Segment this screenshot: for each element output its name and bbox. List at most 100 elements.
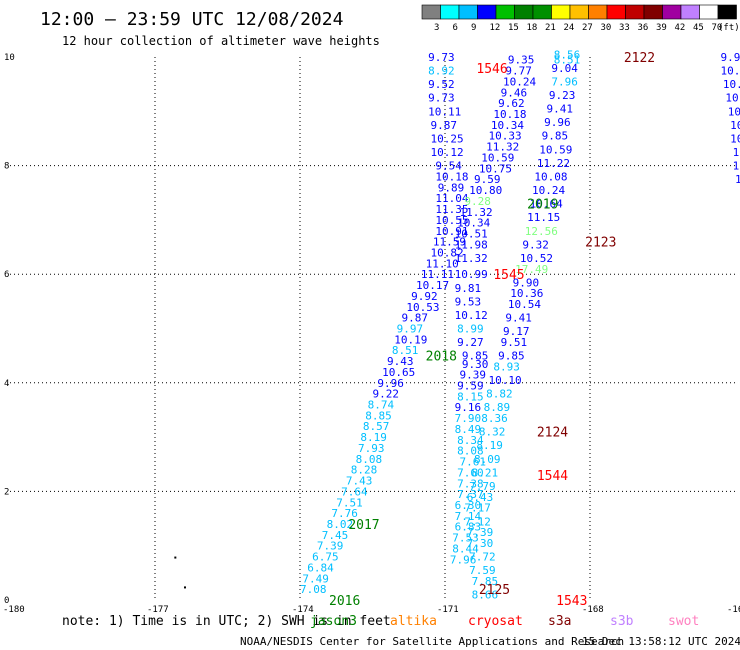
pass-label: 2125 [479,583,510,598]
colorbar-label: 9 [471,23,476,33]
data-label: 9.17 [503,325,530,338]
data-label: 6.83 [455,521,482,534]
plot-area: -180-177-174-171-168-1602468109.738.929.… [3,48,740,615]
data-label: 9.73 [428,51,455,64]
colorbar-label: 30 [601,23,612,33]
colorbar-swatch [643,4,663,20]
data-label: 9.77 [505,65,531,78]
data-label: 7.43 [346,475,373,488]
data-label: 9.27 [457,336,484,349]
data-label: 8.34 [457,434,484,447]
data-label: 6.84 [307,561,334,574]
data-label: 10.80 [469,184,502,197]
footer-timestamp: 15 Dec 13:58:12 UTC 2024 [582,635,740,648]
colorbar-label: 15 [508,23,519,33]
colorbar-label: 18 [527,23,538,33]
data-label: 10.18 [493,108,526,121]
data-label: 7.49 [302,572,329,585]
pass-label: 1545 [493,268,524,283]
data-label: 10.10 [489,374,522,387]
data-label: 8.57 [363,420,390,433]
data-label: 7.39 [317,540,344,553]
data-label: 6.30 [455,499,482,512]
data-label: 10.52 [520,252,553,265]
x-tick-label: -177 [147,605,169,615]
data-label: 11.10 [426,257,459,270]
colorbar-label: 36 [638,23,649,33]
data-label: 9.54 [435,160,462,173]
data-label: 10.34 [457,217,490,230]
y-tick-label: 2 [4,487,9,497]
data-label: 9.28 [464,195,491,208]
chart-subtitle: 12 hour collection of altimeter wave hei… [62,34,380,48]
colorbar-swatch [551,4,571,20]
colorbar-label: 39 [656,23,667,33]
data-label: 8.85 [365,409,392,422]
colorbar-swatch [477,4,497,20]
data-label: 7.08 [300,583,327,596]
data-label: 8.28 [351,464,378,477]
data-label: 10.19 [725,92,740,105]
data-label: 8.15 [457,390,484,403]
data-label: 10 [733,146,740,159]
data-label: 9.73 [428,92,455,105]
data-label: 11.32 [460,206,493,219]
data-label: 10.51 [455,227,488,240]
data-label: 8.51 [554,54,581,67]
data-label: 8.93 [493,361,520,374]
data-label: 10.53 [406,301,439,314]
data-label: 10.33 [489,130,522,143]
data-label: 10.82 [431,246,464,259]
data-label: 7.45 [322,529,349,542]
colorbar-label: 45 [693,23,704,33]
colorbar-swatch [717,4,737,20]
data-label: 10.25 [431,132,464,145]
data-label: 7.79 [469,480,496,493]
x-tick-label: -168 [582,605,604,615]
pass-label: 2018 [426,350,457,365]
colorbar-swatch [625,4,645,20]
data-label: 9.97 [397,323,424,336]
data-label: 10.59 [481,151,514,164]
data-label: 10.4 [730,119,740,132]
data-label: 8.56 [554,48,581,61]
satellite-s3b: s3b [610,614,634,629]
data-label: 9.22 [373,388,400,401]
data-label: 9.92 [411,290,438,303]
data-label: 9.85 [542,130,569,143]
data-label: 10.12 [455,309,488,322]
colorbar-swatch [569,4,589,20]
data-label: 7.17 [464,502,491,515]
colorbar-label: 27 [582,23,593,33]
data-label: 8.82 [486,388,513,401]
data-label: 9.39 [460,369,487,382]
data-label: 8.44 [452,542,479,555]
data-label: 8.36 [481,412,508,425]
data-label: 9.30 [462,358,489,371]
data-label: 9.41 [547,103,574,116]
data-label: 10.65 [382,366,415,379]
pass-label: 1543 [556,594,587,609]
data-label: 6.43 [467,491,494,504]
data-label: 11.32 [486,141,519,154]
colorbar-label: 42 [675,23,686,33]
data-label: 10.08 [534,170,567,183]
data-label: 8.49 [455,423,482,436]
data-label: 9.23 [549,89,576,102]
data-label: 10.18 [435,170,468,183]
data-label: 12.56 [525,225,558,238]
colorbar: 3 6 9 12 15 18 21 24 27 30 33 36 39 42 45 70(ft) [421,4,740,33]
data-label: 8.21 [472,466,499,479]
pass-label: 2122 [624,51,655,66]
data-label: 10.33 [723,78,740,91]
data-label: 17.49 [515,263,548,276]
y-tick-label: 8 [4,162,9,172]
data-label: 8.08 [457,445,484,458]
data-label: 10.5 [730,132,740,145]
data-label: 9.53 [455,295,482,308]
data-label: 10.24 [532,184,565,197]
satellite-altika: altika [390,614,437,629]
y-tick-label: 6 [4,270,9,280]
data-label: 7.76 [331,507,358,520]
